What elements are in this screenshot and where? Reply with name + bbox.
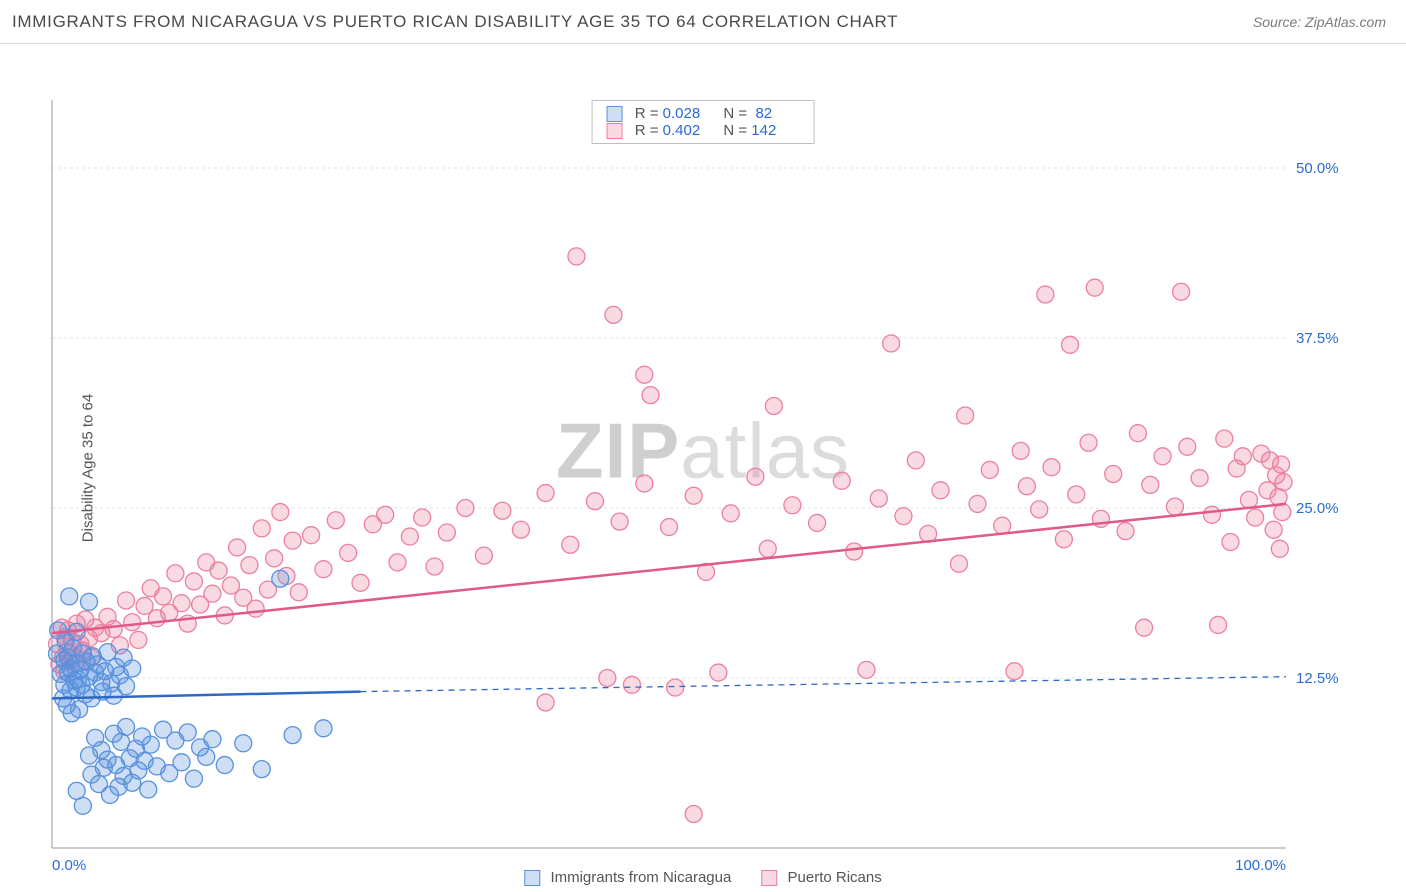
- r-label-0: R =: [635, 105, 659, 122]
- source-attribution: Source: ZipAtlas.com: [1253, 14, 1386, 30]
- stats-row-puerto-rican: R = 0.402 N = 142: [607, 122, 800, 139]
- chart-title: IMMIGRANTS FROM NICARAGUA VS PUERTO RICA…: [12, 12, 898, 32]
- svg-text:0.0%: 0.0%: [52, 857, 86, 874]
- swatch-nicaragua: [607, 106, 623, 122]
- swatch-puerto-rican: [607, 123, 623, 139]
- r-value-1: 0.402: [663, 122, 707, 139]
- svg-text:37.5%: 37.5%: [1296, 330, 1339, 347]
- legend-label-puerto-rican: Puerto Ricans: [788, 869, 882, 886]
- legend-label-nicaragua: Immigrants from Nicaragua: [550, 869, 731, 886]
- legend-swatch-puerto-rican: [761, 870, 777, 886]
- stats-row-nicaragua: R = 0.028 N = 82: [607, 105, 800, 122]
- svg-text:25.0%: 25.0%: [1296, 500, 1339, 517]
- title-bar: IMMIGRANTS FROM NICARAGUA VS PUERTO RICA…: [0, 0, 1406, 44]
- svg-text:50.0%: 50.0%: [1296, 160, 1339, 177]
- stats-legend: R = 0.028 N = 82 R = 0.402 N = 142: [592, 100, 815, 144]
- svg-text:100.0%: 100.0%: [1235, 857, 1286, 874]
- legend-swatch-nicaragua: [524, 870, 540, 886]
- scatter-plot: 12.5% 25.0% 37.5% 50.0% 0.0% 100.0%: [48, 96, 1348, 884]
- svg-text:12.5%: 12.5%: [1296, 670, 1339, 687]
- r-label-1: R =: [635, 122, 659, 139]
- legend-item-nicaragua: Immigrants from Nicaragua: [524, 869, 731, 886]
- r-value-0: 0.028: [663, 105, 707, 122]
- legend-item-puerto-rican: Puerto Ricans: [761, 869, 881, 886]
- n-label-1: N =: [723, 122, 747, 139]
- n-value-1: 142: [751, 122, 795, 139]
- chart-area: Disability Age 35 to 64 ZIPatlas R = 0.0…: [0, 44, 1406, 892]
- n-value-0: 82: [755, 105, 799, 122]
- series-legend: Immigrants from Nicaragua Puerto Ricans: [524, 869, 881, 886]
- n-label-0: N =: [723, 105, 747, 122]
